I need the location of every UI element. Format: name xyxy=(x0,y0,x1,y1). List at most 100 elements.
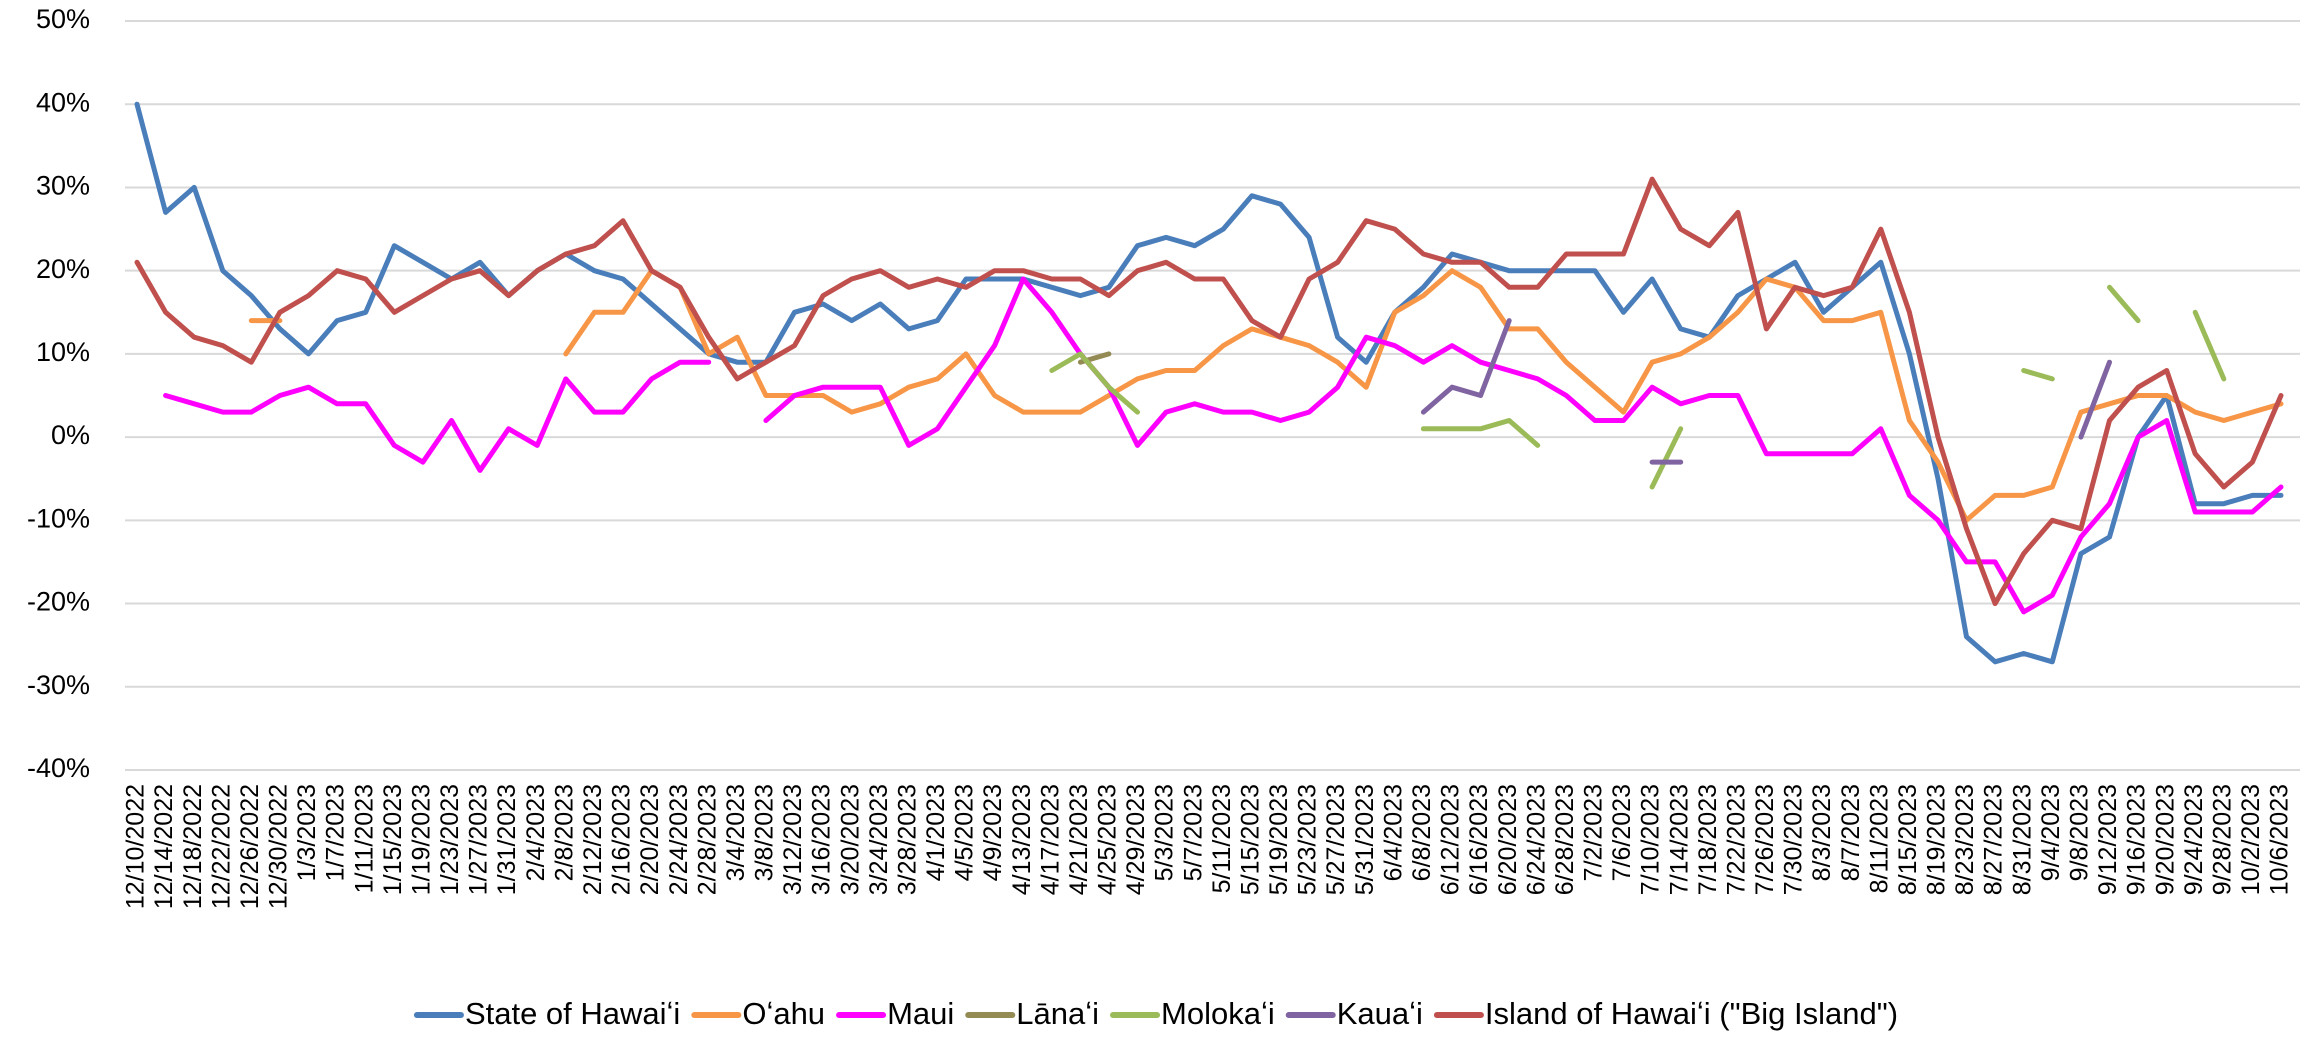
x-tick-label: 7/6/2023 xyxy=(1608,784,1636,881)
x-tick-label: 8/7/2023 xyxy=(1837,784,1865,881)
legend-item: Molokaʻi xyxy=(1110,996,1275,1031)
x-tick-label: 4/17/2023 xyxy=(1036,784,1064,895)
x-tick-label: 6/16/2023 xyxy=(1465,784,1493,895)
x-tick-label: 12/22/2022 xyxy=(207,784,235,909)
x-tick-label: 8/23/2023 xyxy=(1951,784,1979,895)
x-tick-label: 4/1/2023 xyxy=(922,784,950,881)
x-tick-label: 9/24/2023 xyxy=(2180,784,2208,895)
x-tick-label: 6/8/2023 xyxy=(1408,784,1436,881)
y-tick-label: -40% xyxy=(27,753,90,783)
x-tick-label: 4/5/2023 xyxy=(951,784,979,881)
series-line xyxy=(1049,284,2227,490)
x-tick-label: 2/8/2023 xyxy=(550,784,578,881)
x-tick-label: 7/14/2023 xyxy=(1665,784,1693,895)
series-line xyxy=(163,276,2284,615)
x-tick-label: 1/23/2023 xyxy=(436,784,464,895)
x-tick-label: 5/3/2023 xyxy=(1151,784,1179,881)
x-tick-label: 5/31/2023 xyxy=(1351,784,1379,895)
x-tick-label: 2/24/2023 xyxy=(665,784,693,895)
x-tick-label: 7/10/2023 xyxy=(1637,784,1665,895)
legend-item: Oʻahu xyxy=(691,996,825,1031)
x-tick-label: 7/18/2023 xyxy=(1694,784,1722,895)
x-tick-label: 12/14/2022 xyxy=(150,784,178,909)
legend-label: Kauaʻi xyxy=(1337,996,1423,1031)
x-tick-label: 1/31/2023 xyxy=(493,784,521,895)
x-tick-label: 8/19/2023 xyxy=(1923,784,1951,895)
x-tick-label: 3/8/2023 xyxy=(751,784,779,881)
legend-label: State of Hawaiʻi xyxy=(465,996,680,1031)
x-tick-label: 8/11/2023 xyxy=(1865,784,1893,893)
x-tick-label: 1/27/2023 xyxy=(465,784,493,895)
y-tick-label: 50% xyxy=(36,4,90,34)
x-tick-label: 3/4/2023 xyxy=(722,784,750,881)
x-tick-label: 1/15/2023 xyxy=(379,784,407,895)
legend-label: Oʻahu xyxy=(742,996,825,1031)
x-tick-label: 9/12/2023 xyxy=(2094,784,2122,895)
x-tick-label: 5/7/2023 xyxy=(1179,784,1207,881)
legend-label: Molokaʻi xyxy=(1161,996,1275,1031)
y-tick-label: 40% xyxy=(36,87,90,117)
x-tick-label: 4/21/2023 xyxy=(1065,784,1093,895)
x-tick-label: 7/30/2023 xyxy=(1780,784,1808,895)
x-tick-label: 2/12/2023 xyxy=(579,784,607,895)
x-tick-label: 5/19/2023 xyxy=(1265,784,1293,895)
x-tick-label: 9/28/2023 xyxy=(2208,784,2236,895)
legend-label: Island of Hawaiʻi ("Big Island") xyxy=(1485,996,1898,1031)
x-tick-label: 2/28/2023 xyxy=(693,784,721,895)
legend-label: Maui xyxy=(887,996,954,1031)
legend-item: Kauaʻi xyxy=(1285,996,1423,1031)
x-tick-label: 8/3/2023 xyxy=(1808,784,1836,881)
y-tick-label: -10% xyxy=(27,503,90,533)
x-tick-label: 1/3/2023 xyxy=(293,784,321,881)
x-tick-label: 9/20/2023 xyxy=(2151,784,2179,895)
x-tick-label: 5/15/2023 xyxy=(1236,784,1264,895)
x-tick-label: 12/18/2022 xyxy=(179,784,207,909)
series-line xyxy=(1420,318,2112,465)
x-tick-label: 2/16/2023 xyxy=(608,784,636,895)
x-tick-label: 8/27/2023 xyxy=(1980,784,2008,895)
x-tick-label: 3/28/2023 xyxy=(893,784,921,895)
y-tick-label: 10% xyxy=(36,337,90,367)
x-tick-label: 7/26/2023 xyxy=(1751,784,1779,895)
x-tick-label: 5/27/2023 xyxy=(1322,784,1350,895)
x-tick-label: 4/9/2023 xyxy=(979,784,1007,881)
series-line xyxy=(134,176,2284,607)
x-tick-label: 1/11/2023 xyxy=(350,784,378,893)
x-tick-label: 6/12/2023 xyxy=(1437,784,1465,895)
x-tick-label: 8/15/2023 xyxy=(1894,784,1922,895)
x-tick-label: 9/16/2023 xyxy=(2123,784,2151,895)
x-tick-label: 12/30/2022 xyxy=(265,784,293,909)
x-tick-label: 4/25/2023 xyxy=(1094,784,1122,895)
legend-item: Maui xyxy=(836,996,954,1031)
series-line xyxy=(134,101,2284,665)
x-tick-label: 10/2/2023 xyxy=(2237,784,2265,895)
x-tick-label: 10/6/2023 xyxy=(2266,784,2294,895)
x-tick-label: 6/24/2023 xyxy=(1522,784,1550,895)
y-tick-label: 30% xyxy=(36,171,90,201)
x-tick-label: 1/7/2023 xyxy=(322,784,350,881)
x-tick-label: 3/24/2023 xyxy=(865,784,893,895)
x-tick-label: 6/28/2023 xyxy=(1551,784,1579,895)
x-tick-label: 7/22/2023 xyxy=(1722,784,1750,895)
x-tick-label: 8/31/2023 xyxy=(2008,784,2036,895)
legend-label: Lānaʻi xyxy=(1016,996,1099,1031)
x-tick-label: 2/20/2023 xyxy=(636,784,664,895)
x-tick-label: 12/26/2022 xyxy=(236,784,264,909)
x-tick-label: 4/13/2023 xyxy=(1008,784,1036,895)
legend-item: State of Hawaiʻi xyxy=(413,996,680,1031)
legend: State of Hawaiʻi Oʻahu Maui Lānaʻi Molokaʻi K… xyxy=(413,996,1898,1031)
x-tick-label: 9/4/2023 xyxy=(2037,784,2065,881)
x-tick-label: 5/23/2023 xyxy=(1294,784,1322,895)
x-tick-label: 7/2/2023 xyxy=(1580,784,1608,881)
y-tick-label: 20% xyxy=(36,254,90,284)
x-tick-label: 3/16/2023 xyxy=(808,784,836,895)
legend-item: Island of Hawaiʻi ("Big Island") xyxy=(1433,996,1898,1031)
legend-item: Lānaʻi xyxy=(965,996,1099,1031)
series-line xyxy=(248,268,2284,523)
x-tick-label: 3/20/2023 xyxy=(836,784,864,895)
x-tick-label: 9/8/2023 xyxy=(2066,784,2094,881)
x-tick-label: 5/11/2023 xyxy=(1208,784,1236,893)
y-tick-label: 0% xyxy=(51,420,90,450)
x-tick-label: 6/4/2023 xyxy=(1379,784,1407,881)
